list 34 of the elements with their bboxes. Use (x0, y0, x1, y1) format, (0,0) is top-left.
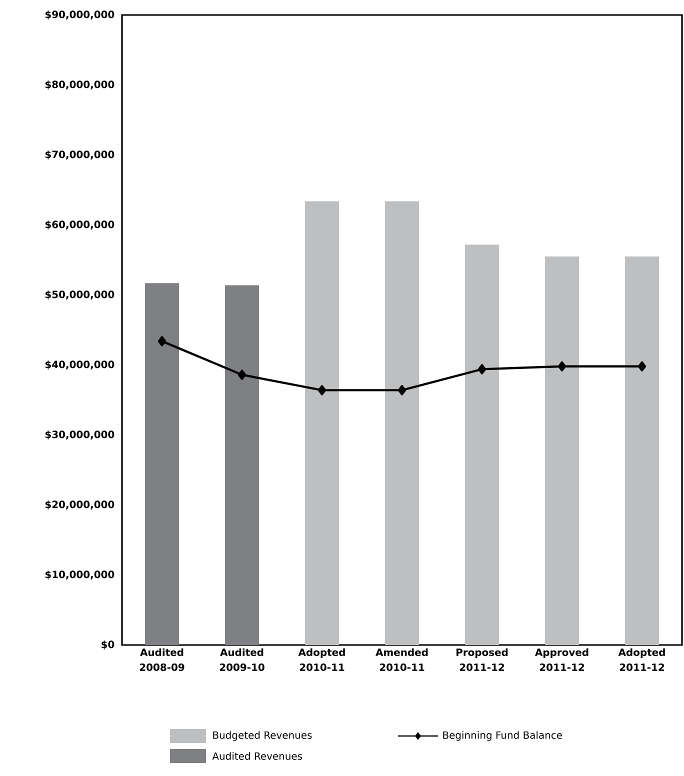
legend-label: Beginning Fund Balance (443, 731, 562, 741)
x-tick-label: Adopted 2011-12 (618, 648, 665, 672)
bar (545, 256, 580, 645)
point (638, 361, 646, 372)
x-tick-label: Adopted 2010-11 (298, 648, 345, 672)
legend-label: Budgeted Revenues (213, 731, 312, 741)
x-tick-label: Audited 2009-10 (220, 648, 264, 672)
y-tick-label: $80,000,000 (45, 80, 114, 90)
point (478, 364, 486, 374)
x-tick-label: Approved 2011-12 (534, 648, 588, 672)
bar (225, 285, 259, 645)
legend-label: Audited Revenues (212, 752, 302, 760)
y-tick-label: $30,000,000 (45, 430, 114, 440)
point (318, 385, 326, 396)
x-tick-label: Amended 2010-11 (376, 648, 428, 672)
point (238, 370, 246, 380)
point (558, 361, 566, 372)
bar (145, 283, 179, 645)
bar (305, 201, 340, 645)
point (158, 336, 166, 346)
bar (625, 256, 660, 645)
y-tick-label: $20,000,000 (45, 500, 114, 510)
y-tick-label: $90,000,000 (45, 10, 114, 20)
bar (385, 201, 420, 645)
bar (465, 244, 500, 645)
y-tick-label: $60,000,000 (45, 220, 114, 230)
y-tick-label: $0 (102, 640, 114, 650)
y-tick-label: $70,000,000 (45, 150, 114, 160)
x-tick-label: Audited 2008-09 (140, 648, 184, 672)
y-tick-label: $40,000,000 (45, 360, 114, 370)
point (398, 385, 406, 396)
y-tick-label: $10,000,000 (45, 570, 114, 580)
x-tick-label: Proposed 2011-12 (456, 648, 508, 672)
y-tick-label: $50,000,000 (45, 290, 114, 300)
